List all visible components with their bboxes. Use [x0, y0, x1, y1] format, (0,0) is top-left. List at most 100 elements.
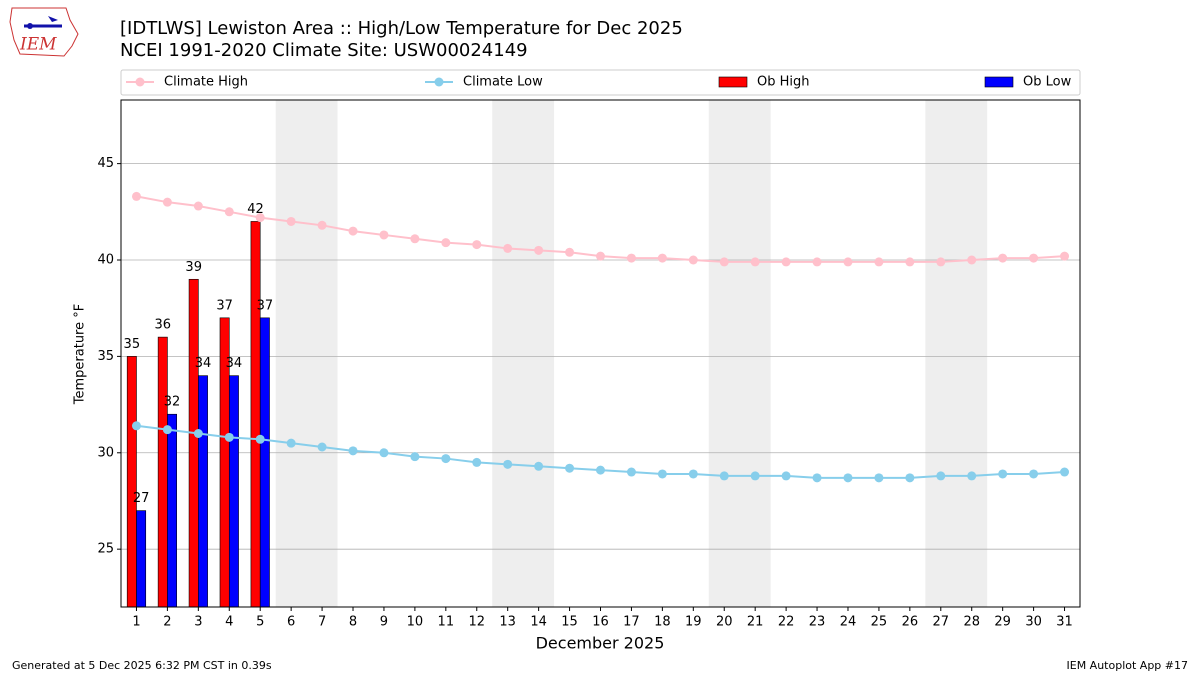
plot-frame — [120, 99, 1081, 608]
line-point — [843, 257, 853, 267]
x-tick-label: 25 — [871, 615, 888, 630]
line-point — [626, 253, 636, 263]
line-point — [286, 438, 296, 448]
bar — [250, 221, 261, 608]
line-point — [534, 245, 544, 255]
line-point — [688, 469, 698, 479]
x-tick-label: 8 — [349, 615, 357, 630]
x-tick-label: 17 — [623, 615, 640, 630]
bar-value-label: 27 — [133, 491, 150, 506]
x-tick-label: 11 — [438, 615, 455, 630]
bar-value-label: 35 — [124, 337, 141, 352]
x-tick-label: 28 — [963, 615, 980, 630]
line-point — [503, 243, 513, 253]
logo-text: IEM — [19, 35, 57, 55]
x-tick-label: 24 — [840, 615, 857, 630]
legend-swatch — [984, 76, 1014, 88]
line-point — [750, 471, 760, 481]
x-tick-label: 26 — [902, 615, 919, 630]
bar — [259, 317, 270, 608]
line-point — [781, 257, 791, 267]
line-point — [936, 471, 946, 481]
legend-swatch — [718, 76, 748, 88]
line-point — [626, 467, 636, 477]
y-tick-label: 35 — [97, 349, 114, 364]
line-point — [657, 253, 667, 263]
line-point — [317, 442, 327, 452]
bar-value-label: 37 — [257, 298, 274, 313]
y-tick-label: 40 — [97, 253, 114, 268]
weekend-shade — [492, 100, 555, 607]
line-point — [441, 454, 451, 464]
x-tick-label: 29 — [994, 615, 1011, 630]
x-tick-label: 27 — [933, 615, 950, 630]
chart-subtitle: NCEI 1991-2020 Climate Site: USW00024149 — [120, 40, 528, 61]
line-point — [131, 421, 141, 431]
x-tick-label: 13 — [499, 615, 516, 630]
bar — [126, 356, 137, 608]
line-point — [472, 457, 482, 467]
line-point — [843, 473, 853, 483]
x-tick-label: 15 — [561, 615, 578, 630]
line-point — [379, 448, 389, 458]
line-point — [503, 459, 513, 469]
line-point — [781, 471, 791, 481]
x-axis-label: December 2025 — [536, 634, 665, 653]
y-tick-label: 30 — [97, 445, 114, 460]
x-tick-label: 23 — [809, 615, 826, 630]
line-point — [1029, 469, 1039, 479]
weekend-shade — [925, 100, 988, 607]
bar — [198, 375, 208, 608]
line-point — [193, 429, 203, 439]
line-point — [255, 213, 265, 223]
line-point — [224, 432, 234, 442]
line-point — [688, 255, 698, 265]
x-tick-label: 14 — [530, 615, 547, 630]
bar-value-label: 37 — [216, 298, 233, 313]
legend-box — [120, 69, 1081, 96]
line-point — [379, 230, 389, 240]
line-point — [410, 234, 420, 244]
line-point — [905, 473, 915, 483]
y-axis-label: Temperature °F — [73, 304, 88, 405]
x-tick-label: 21 — [747, 615, 764, 630]
x-tick-label: 16 — [592, 615, 609, 630]
chart-title: [IDTLWS] Lewiston Area :: High/Low Tempe… — [120, 18, 683, 39]
line-point — [255, 434, 265, 444]
x-tick-label: 12 — [468, 615, 485, 630]
line-point — [812, 473, 822, 483]
line-point — [967, 471, 977, 481]
line-point — [998, 469, 1008, 479]
line-point — [812, 257, 822, 267]
line-point — [193, 201, 203, 211]
line-point — [286, 216, 296, 226]
line-point — [874, 473, 884, 483]
footer-right: IEM Autoplot App #17 — [1067, 659, 1189, 672]
legend-label: Ob High — [757, 75, 810, 90]
line-point — [1029, 253, 1039, 263]
line-point — [162, 197, 172, 207]
bar-value-label: 39 — [185, 260, 202, 275]
line-point — [1060, 467, 1070, 477]
x-tick-label: 6 — [287, 615, 295, 630]
line-point — [1060, 251, 1070, 261]
bar — [188, 278, 199, 608]
bar-value-label: 34 — [195, 356, 212, 371]
line-point — [596, 251, 605, 261]
x-tick-label: 30 — [1025, 615, 1042, 630]
line-point — [348, 226, 358, 236]
line-point — [936, 257, 946, 267]
bar — [167, 413, 177, 608]
x-tick-label: 18 — [654, 615, 671, 630]
x-tick-label: 5 — [256, 615, 264, 630]
line-point — [874, 257, 884, 267]
line-point — [967, 255, 977, 265]
x-tick-label: 31 — [1056, 615, 1073, 630]
line-point — [162, 425, 172, 435]
bar — [228, 375, 239, 608]
line-point — [657, 469, 667, 479]
x-tick-label: 10 — [407, 615, 424, 630]
line-point — [410, 452, 420, 462]
line-point — [131, 191, 141, 201]
